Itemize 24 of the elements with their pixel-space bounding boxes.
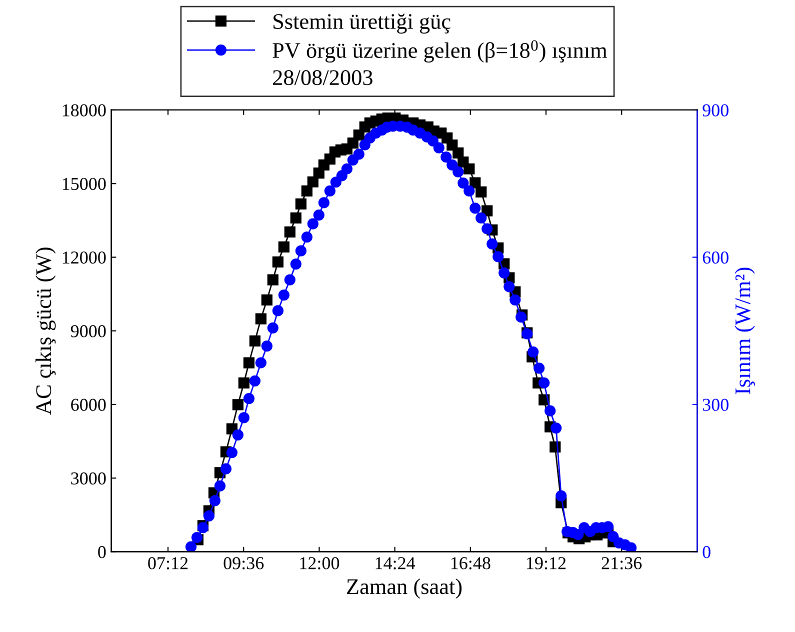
legend-label: Sstemin ürettiği güç xyxy=(274,14,450,34)
x-tick-label: 12:00 xyxy=(300,557,340,570)
y-tick-label: 12000 xyxy=(62,251,106,264)
y2-tick-label: 300 xyxy=(702,398,728,411)
y2-tick-label: 900 xyxy=(702,104,728,116)
x-tick-label: 19:12 xyxy=(527,557,566,570)
legend-label: PV örgü üzerine gelen (β=18$^{0}$) ışınım xyxy=(272,40,608,63)
y-tick-label: 9000 xyxy=(70,325,106,338)
x-tick-label: 21:36 xyxy=(602,557,642,570)
x-tick-label: 07:12 xyxy=(148,557,188,570)
y-tick-label: 6000 xyxy=(71,398,106,411)
x-axis-title: Zaman (saat) xyxy=(347,578,462,599)
y-tick-label: 18000 xyxy=(62,104,106,116)
y-axis-title: AC çıkış gücü (W) xyxy=(36,248,56,415)
y2-axis-title: Işınım (W/m²) xyxy=(734,268,755,394)
y-tick-label: 0 xyxy=(98,546,106,558)
y-tick-label: 15000 xyxy=(62,178,106,190)
x-tick-label: 14:24 xyxy=(376,557,416,570)
text: 28/08/2003 xyxy=(273,70,372,86)
x-tick-label: 09:36 xyxy=(224,557,264,570)
x-tick-label: 16:48 xyxy=(451,557,490,570)
y-tick-label: 3000 xyxy=(71,472,106,485)
y2-tick-label: 600 xyxy=(702,251,728,264)
y2-tick-label: 0 xyxy=(702,546,710,558)
